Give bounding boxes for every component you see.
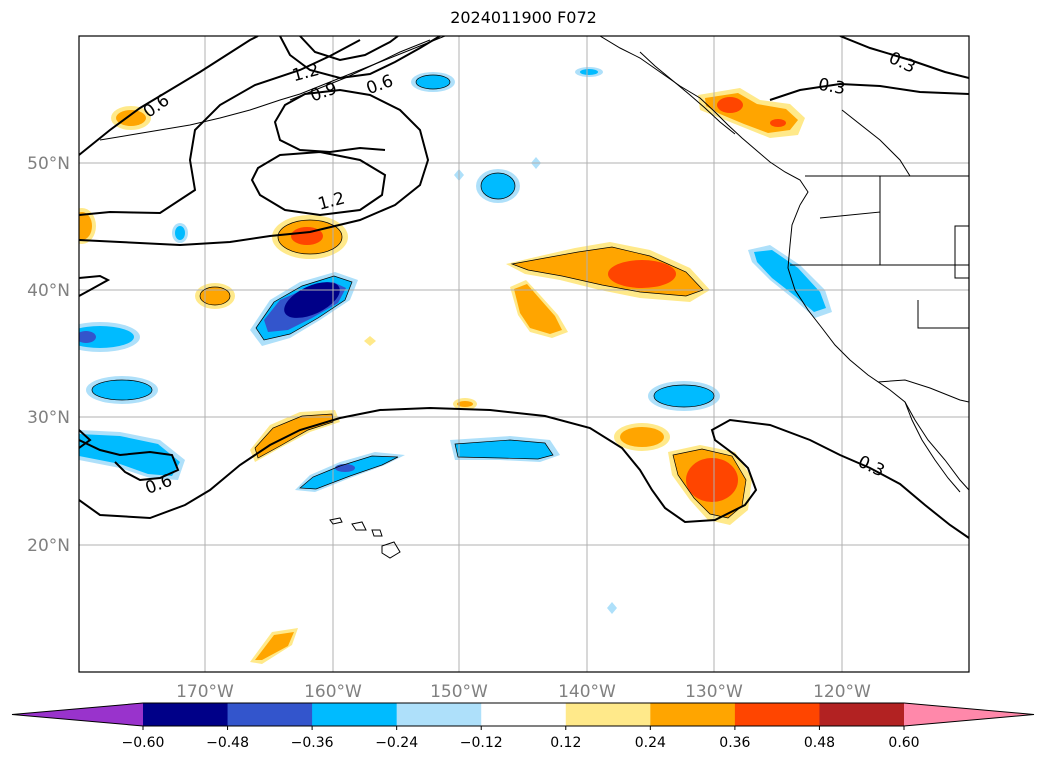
map-area: 1.2 0.9 0.6 0.6 1.2 0.3 0.3 0.6 0.3 [79,36,969,672]
colorbar-extend-high [904,703,1034,726]
colorbar-segment [819,703,905,726]
colorbar-tick-label: 0.60 [888,735,919,751]
colorbar-tick-label: −0.60 [122,735,165,751]
contour-label: 1.2 [290,60,321,86]
colorbar-tick-label: −0.36 [291,735,334,751]
colorbar-segment [650,703,736,726]
coastlines [99,36,969,559]
threshold-outlines [91,74,747,519]
colorbar-segment [227,703,313,726]
colorbar-segment [565,703,651,726]
colorbar-segment [143,703,229,726]
colorbar-tick-label: 0.36 [719,735,750,751]
colorbar-tick-label: 0.24 [635,735,666,751]
contour-label: 1.2 [316,188,347,214]
contour-lines [79,36,969,539]
lon-label: 160°W [304,682,362,702]
map-frame [78,35,970,673]
colorbar: −0.60 −0.48 −0.36 −0.24 −0.12 0.12 0.24 0.36 0.4… [11,702,1035,751]
shaded-anomalies [79,67,832,664]
colorbar-segment [734,703,820,726]
lat-label: 50°N [27,154,70,174]
lon-label: 130°W [685,682,743,702]
colorbar-tick-label: 0.12 [550,735,581,751]
lat-label: 40°N [27,281,70,301]
latitude-axis: 50°N 40°N 30°N 20°N [27,154,70,556]
lat-label: 20°N [27,536,70,556]
graticule [79,36,969,672]
map-title: 2024011900 F072 [450,8,597,27]
lon-label: 150°W [430,682,488,702]
contour-label: 0.3 [886,48,919,78]
colorbar-tick-label: 0.48 [804,735,835,751]
colorbar-segment [481,703,567,726]
colorbar-segment [312,703,398,726]
contour-label: 0.9 [308,78,340,106]
lon-label: 120°W [813,682,871,702]
colorbar-segment [396,703,482,726]
contour-label: 0.3 [817,75,847,99]
longitude-axis: 170°W 160°W 150°W 140°W 130°W 120°W [176,682,871,702]
lat-label: 30°N [27,408,70,428]
colorbar-tick-label: −0.24 [375,735,418,751]
lon-label: 170°W [176,682,234,702]
contour-label: 0.6 [364,71,396,99]
lon-label: 140°W [558,682,616,702]
contour-label: 0.3 [855,452,888,482]
colorbar-extend-low [12,703,143,726]
colorbar-tick-label: −0.48 [206,735,249,751]
colorbar-tick-label: −0.12 [460,735,503,751]
